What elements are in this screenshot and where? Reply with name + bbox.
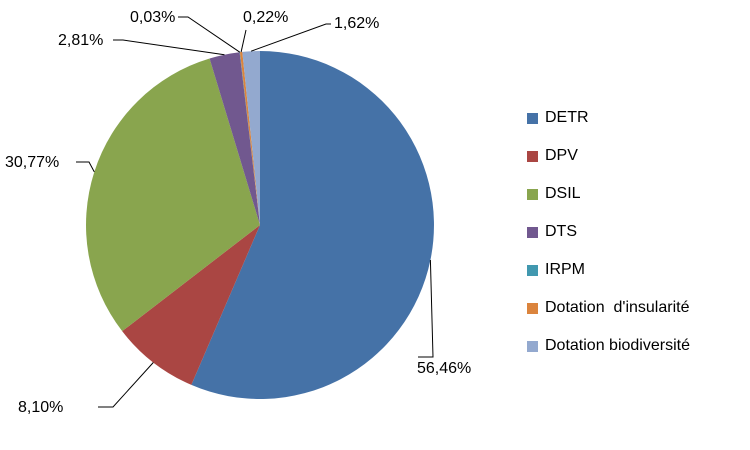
pie-slice-dotation-d-insularite (239, 51, 260, 226)
leader-line-dotation-d-insularite (240, 29, 247, 53)
legend-item-dts: DTS (527, 213, 742, 251)
leader-line-dsil (76, 161, 95, 173)
legend-label-dotation-insularite: Dotation d'insularité (545, 299, 690, 316)
data-label-dpv: 8,10% (18, 399, 63, 416)
legend-swatch-dts (527, 226, 538, 238)
legend-label-dts: DTS (545, 223, 577, 240)
legend-label-dsil: DSIL (545, 185, 581, 202)
pie-slice-dpv (122, 225, 260, 385)
legend-swatch-dsil (527, 188, 538, 200)
data-label-dsil: 30,77% (5, 154, 59, 171)
legend-swatch-dpv (527, 150, 538, 162)
pie-slice-dts (209, 52, 260, 226)
legend-label-detr: DETR (545, 109, 589, 126)
legend-swatch-dotation-biodiversite (527, 340, 538, 352)
data-label-irpm: 0,03% (130, 9, 175, 26)
data-label-dotation-biodiversite: 1,62% (334, 15, 379, 32)
leader-line-dotation-biodiversite (250, 23, 331, 52)
leader-line-irpm (178, 16, 241, 53)
pie-slice-irpm (239, 52, 260, 225)
leader-line-detr (418, 259, 434, 358)
legend-swatch-irpm (527, 264, 538, 276)
pie-slice-detr (191, 51, 434, 399)
legend-label-dotation-biodiversite: Dotation biodiversité (545, 337, 690, 354)
legend-item-dsil: DSIL (527, 175, 742, 213)
legend-swatch-dotation-insularite (527, 302, 538, 314)
legend-item-irpm: IRPM (527, 251, 742, 289)
legend-label-dpv: DPV (545, 147, 578, 164)
leader-line-dpv (98, 362, 154, 408)
legend-item-detr: DETR (527, 99, 742, 137)
legend: DETR DPV DSIL DTS IRPM Dotation d'insula… (527, 99, 742, 365)
legend-item-dotation-insularite: Dotation d'insularité (527, 289, 742, 327)
data-label-dts: 2,81% (58, 32, 103, 49)
legend-swatch-detr (527, 112, 538, 124)
leader-line-dts (113, 39, 225, 56)
data-label-detr: 56,46% (417, 360, 471, 377)
legend-item-dotation-biodiversite: Dotation biodiversité (527, 327, 742, 365)
pie-slice-dotation-biodiversite (242, 50, 260, 225)
legend-item-dpv: DPV (527, 137, 742, 175)
data-label-dotation-d-insularite: 0,22% (243, 9, 288, 26)
pie-slice-dsil (86, 58, 261, 332)
legend-label-irpm: IRPM (545, 261, 585, 278)
